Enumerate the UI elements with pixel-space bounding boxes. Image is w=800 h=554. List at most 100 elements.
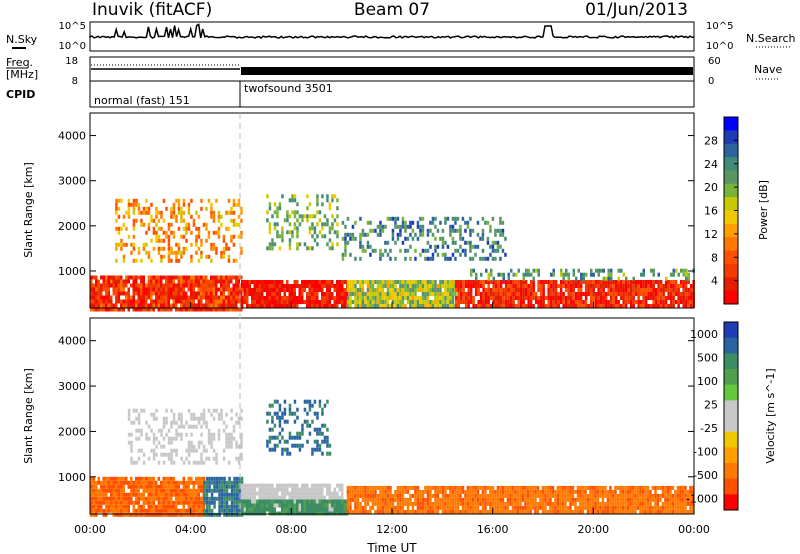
- echo-cell: [197, 214, 201, 219]
- echo-cell: [602, 292, 605, 296]
- echo-cell: [273, 399, 277, 404]
- echo-cell: [142, 206, 146, 211]
- echo-cell: [271, 403, 274, 408]
- echo-cell: [110, 299, 113, 304]
- echo-cell: [526, 501, 530, 506]
- echo-cell: [170, 484, 173, 489]
- echo-cell: [170, 250, 173, 255]
- echo-cell: [338, 499, 341, 504]
- echo-cell: [659, 288, 663, 292]
- echo-cell: [599, 300, 603, 304]
- echo-cell: [371, 280, 375, 284]
- echo-cell: [672, 272, 675, 277]
- echo-cell: [338, 507, 341, 512]
- echo-cell: [531, 489, 535, 494]
- echo-cell: [689, 284, 693, 288]
- echo-cell: [687, 288, 690, 292]
- echo-cell: [187, 476, 190, 481]
- echo-cell: [482, 300, 485, 304]
- echo-cell: [127, 234, 131, 239]
- echo-cell: [122, 291, 125, 296]
- echo-cell: [604, 485, 607, 490]
- echo-cell: [150, 504, 153, 509]
- colorbar-segment: [724, 197, 738, 211]
- echo-cell: [436, 228, 440, 233]
- echo-cell: [644, 296, 648, 300]
- echo-cell: [145, 508, 148, 513]
- echo-cell: [526, 509, 530, 514]
- echo-cell: [132, 508, 135, 513]
- echo-cell: [532, 292, 535, 296]
- echo-cell: [120, 291, 123, 296]
- echo-cell: [95, 488, 98, 493]
- echo-cell: [167, 512, 170, 517]
- echo-cell: [281, 503, 284, 508]
- echo-cell: [426, 240, 430, 245]
- echo-cell: [429, 501, 432, 506]
- echo-cell: [561, 493, 565, 498]
- echo-cell: [444, 240, 447, 245]
- echo-cell: [549, 296, 553, 300]
- echo-cell: [313, 226, 317, 231]
- echo-cell: [140, 512, 143, 517]
- echo-cell: [197, 488, 200, 493]
- echo-cell: [142, 480, 145, 485]
- echo-cell: [631, 497, 635, 502]
- echo-cell: [592, 272, 595, 277]
- echo-cell: [646, 497, 650, 502]
- echo-cell: [256, 284, 259, 288]
- echo-cell: [165, 295, 168, 300]
- echo-cell: [170, 307, 173, 312]
- echo-cell: [195, 238, 198, 243]
- echo-cell: [180, 210, 183, 215]
- echo-cell: [411, 280, 415, 284]
- echo-cell: [187, 440, 191, 445]
- echo-cell: [281, 411, 284, 416]
- echo-cell: [481, 228, 485, 233]
- echo-cell: [469, 256, 472, 261]
- echo-cell: [386, 489, 390, 494]
- echo-cell: [654, 489, 657, 494]
- echo-cell: [354, 220, 357, 225]
- echo-cell: [504, 493, 507, 498]
- echo-cell: [147, 504, 150, 509]
- echo-cell: [549, 288, 553, 292]
- echo-cell: [594, 292, 598, 296]
- echo-cell: [576, 509, 580, 514]
- echo-cell: [451, 288, 455, 292]
- echo-cell: [132, 484, 135, 489]
- echo-cell: [157, 303, 160, 308]
- echo-cell: [596, 489, 600, 494]
- echo-cell: [117, 307, 120, 312]
- echo-cell: [625, 276, 628, 281]
- echo-cell: [487, 284, 490, 288]
- echo-cell: [346, 509, 350, 514]
- echo-cell: [157, 291, 160, 296]
- echo-cell: [220, 279, 223, 284]
- echo-cell: [371, 497, 375, 502]
- echo-cell: [127, 512, 130, 517]
- echo-cell: [671, 485, 675, 490]
- echo-cell: [298, 284, 301, 288]
- echo-cell: [356, 292, 360, 296]
- echo-cell: [162, 424, 166, 429]
- x-tick-label: 08:00: [275, 523, 307, 536]
- echo-cell: [574, 509, 577, 514]
- echo-cell: [197, 279, 200, 284]
- echo-cell: [486, 240, 490, 245]
- echo-cell: [536, 505, 540, 510]
- echo-cell: [170, 258, 173, 263]
- echo-cell: [230, 436, 233, 441]
- echo-cell: [165, 206, 168, 211]
- echo-cell: [454, 280, 458, 284]
- echo-cell: [120, 307, 123, 312]
- echo-cell: [122, 222, 126, 227]
- echo-cell: [326, 222, 329, 227]
- echo-cell: [326, 280, 329, 284]
- colorbar-tick-label: -1000: [686, 492, 718, 505]
- echo-cell: [471, 505, 475, 510]
- echo-cell: [669, 489, 672, 494]
- echo-cell: [97, 488, 100, 493]
- echo-cell: [246, 280, 249, 284]
- echo-cell: [180, 299, 183, 304]
